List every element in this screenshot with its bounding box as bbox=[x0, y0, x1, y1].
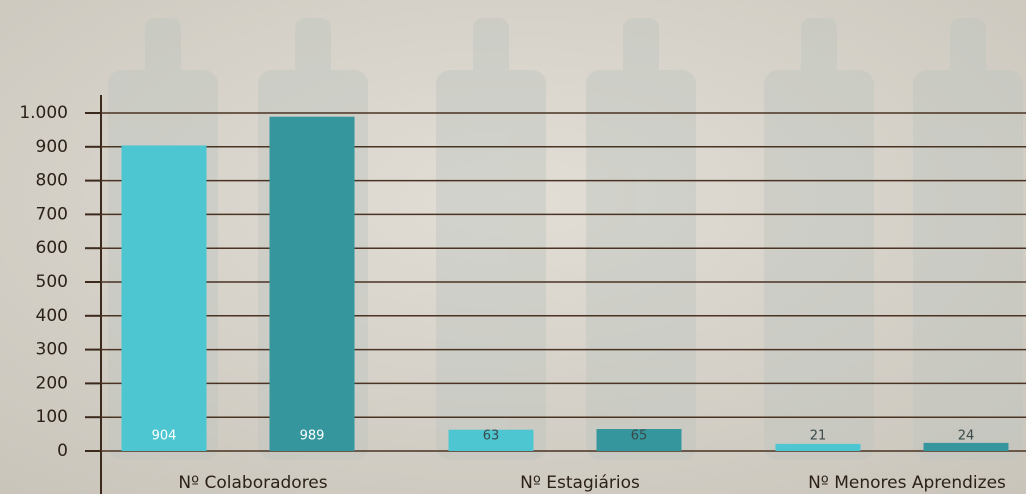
y-tick-label: 400 bbox=[36, 306, 68, 326]
value-label: 63 bbox=[483, 429, 500, 444]
value-label: 989 bbox=[300, 429, 325, 444]
value-label: 65 bbox=[631, 429, 648, 444]
y-tick-label: 300 bbox=[36, 340, 68, 360]
value-label: 21 bbox=[810, 429, 827, 444]
y-tick-label: 1.000 bbox=[19, 103, 68, 123]
y-tick-label: 900 bbox=[36, 137, 68, 157]
x-tick-label: Nº Estagiários bbox=[520, 473, 640, 493]
y-tick-label: 700 bbox=[36, 204, 68, 224]
y-tick-label: 200 bbox=[36, 373, 68, 393]
y-tick-label: 500 bbox=[36, 272, 68, 292]
y-tick-label: 600 bbox=[36, 238, 68, 258]
chart: 0 100 200 300 400 500 600 700 800 900 1.000 Nº Cola… bbox=[0, 0, 1026, 494]
y-tick-label: 100 bbox=[36, 407, 68, 427]
bar bbox=[776, 444, 861, 451]
y-tick-label: 0 bbox=[57, 441, 68, 461]
bar bbox=[122, 145, 207, 451]
bar bbox=[270, 117, 355, 451]
value-label: 904 bbox=[152, 429, 177, 444]
value-label: 24 bbox=[958, 429, 975, 444]
y-tick-label: 800 bbox=[36, 171, 68, 191]
x-tick-label: Nº Colaboradores bbox=[178, 473, 327, 493]
x-tick-label: Nº Menores Aprendizes bbox=[808, 473, 1006, 493]
bar bbox=[924, 443, 1009, 451]
